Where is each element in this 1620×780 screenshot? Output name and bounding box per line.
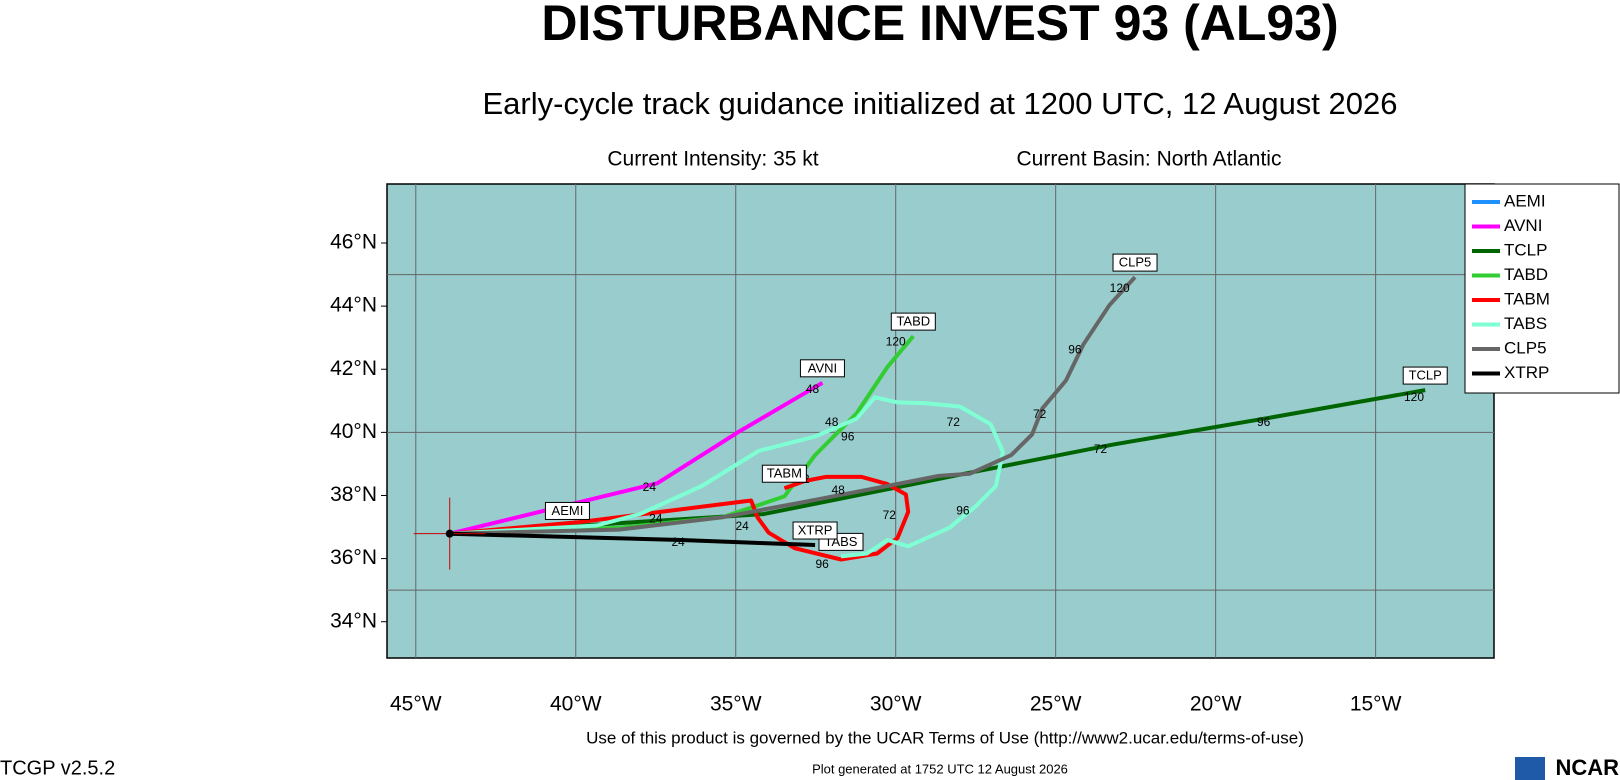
track-label-box: [761, 464, 807, 483]
y-tick-label: 38°N: [330, 483, 377, 506]
plot-area: [386, 183, 1495, 659]
y-tick-label: 40°N: [330, 420, 377, 443]
hour-label: 96: [815, 557, 829, 571]
legend-label: AEMI: [1504, 191, 1546, 210]
y-tick-label: 46°N: [330, 231, 377, 254]
x-tick-label: 25°W: [1030, 693, 1082, 716]
legend-label: TABD: [1504, 265, 1548, 284]
track-line: [449, 531, 816, 547]
generated: Plot generated at 1752 UTC 12 August 202…: [812, 761, 1068, 776]
y-tick-label: 42°N: [330, 357, 377, 380]
y-tick-label: 36°N: [330, 546, 377, 569]
x-tick-label: 15°W: [1350, 693, 1402, 716]
x-tick-label: 45°W: [390, 693, 442, 716]
track-line: [449, 474, 911, 562]
track-line: [449, 275, 1137, 536]
plot: 2448247296120120729612072489672487296962…: [387, 184, 1494, 658]
info-intensity: Current Intensity: 35 kt: [607, 148, 818, 171]
legend-label: TABS: [1504, 314, 1547, 333]
x-tick-label: 35°W: [710, 693, 762, 716]
info-basin: Current Basin: North Atlantic: [1017, 148, 1282, 171]
hour-label: 24: [643, 480, 657, 494]
logo-mark: [1515, 757, 1545, 780]
hour-label: 48: [825, 415, 839, 429]
x-tick-label: 20°W: [1190, 693, 1242, 716]
track-label-box: [792, 521, 838, 540]
hour-label: 96: [841, 429, 855, 443]
hour-label: 48: [831, 483, 845, 497]
track-line: [449, 395, 1005, 559]
version: TCGP v2.5.2: [0, 757, 115, 779]
legend-label: TCLP: [1504, 240, 1547, 259]
logo: NCAR: [1555, 755, 1619, 780]
hour-label: 72: [947, 415, 961, 429]
track-label-box: [799, 359, 845, 378]
track-label: TABM: [767, 466, 802, 481]
hour-label: 96: [956, 503, 970, 517]
track-label: XTRP: [798, 522, 833, 537]
hour-label: 24: [649, 511, 663, 525]
hour-label: 48: [806, 382, 820, 396]
legend: [1464, 183, 1620, 394]
hour-label: 120: [886, 335, 906, 349]
track-label: TABD: [896, 314, 930, 329]
legend-label: TABM: [1504, 289, 1550, 308]
y-tick-label: 34°N: [330, 609, 377, 632]
hour-label: 120: [1110, 281, 1130, 295]
x-tick-label: 40°W: [550, 693, 602, 716]
chart-title: DISTURBANCE INVEST 93 (AL93): [541, 0, 1338, 51]
track-label: TCLP: [1409, 368, 1442, 383]
hour-label: 24: [735, 519, 749, 533]
x-tick-label: 30°W: [870, 693, 922, 716]
track-label-box: [544, 501, 590, 520]
hour-label: 72: [1094, 442, 1108, 456]
legend-label: XTRP: [1504, 363, 1549, 382]
track-label: AEMI: [552, 503, 584, 518]
chart-subtitle: Early-cycle track guidance initialized a…: [483, 86, 1398, 121]
hour-label: 96: [1257, 415, 1271, 429]
legend-label: AVNI: [1504, 216, 1542, 235]
track-label-box: [1112, 253, 1158, 272]
hour-label: 96: [1068, 342, 1082, 356]
hour-label: 24: [671, 535, 685, 549]
start-point: [445, 529, 454, 538]
y-tick-label: 44°N: [330, 294, 377, 317]
hour-label: 120: [1404, 390, 1424, 404]
legend-label: CLP5: [1504, 338, 1547, 357]
track-label-box: [890, 312, 936, 331]
footer: Use of this product is governed by the U…: [586, 728, 1304, 747]
hour-label: 72: [883, 508, 897, 522]
track-label: CLP5: [1119, 255, 1152, 270]
track-label: AVNI: [808, 360, 837, 375]
track-label-box: [1402, 366, 1448, 385]
hour-label: 72: [1033, 407, 1047, 421]
